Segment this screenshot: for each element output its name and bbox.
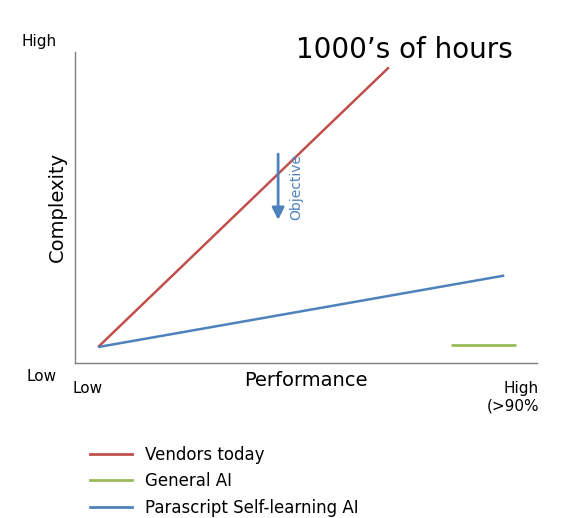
X-axis label: Performance: Performance bbox=[244, 371, 368, 390]
Y-axis label: Complexity: Complexity bbox=[48, 152, 67, 262]
Text: High
(>90%: High (>90% bbox=[486, 381, 539, 414]
Text: Objective: Objective bbox=[290, 154, 304, 220]
Text: Low: Low bbox=[27, 369, 57, 384]
Text: Low: Low bbox=[73, 381, 103, 396]
Legend: Vendors today, General AI, Parascript Self-learning AI: Vendors today, General AI, Parascript Se… bbox=[83, 439, 365, 518]
Text: High: High bbox=[21, 34, 57, 49]
Text: 1000’s of hours: 1000’s of hours bbox=[295, 36, 512, 64]
